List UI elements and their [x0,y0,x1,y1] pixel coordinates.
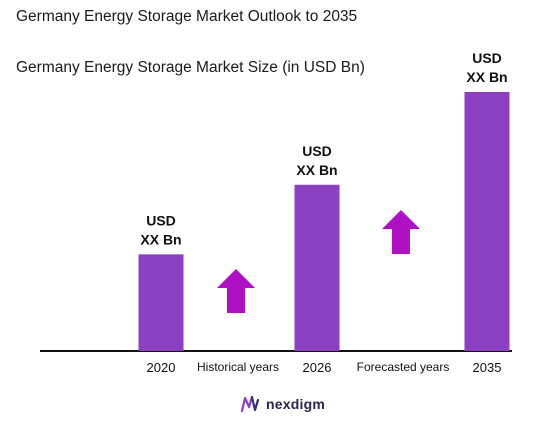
data-label-usd-2026: USD [302,143,332,159]
nexdigm-logo-icon [240,395,260,413]
x-tick-label-2020: 2020 [147,360,176,375]
bar-2020 [138,254,184,351]
chart-title: Germany Energy Storage Market Outlook to… [16,8,358,25]
period-label-historical: Historical years [197,360,279,374]
data-label-value-2026: XX Bn [296,162,337,178]
data-label-usd-2035: USD [472,50,502,66]
bar-2035 [464,92,510,351]
data-label-usd-2020: USD [146,212,176,228]
growth-arrow-up-icon-forecasted [382,210,420,254]
logo-text: nexdigm [266,396,325,412]
data-label-value-2035: XX Bn [466,69,507,85]
x-tick-label-2035: 2035 [473,360,502,375]
data-label-value-2020: XX Bn [140,231,181,247]
x-tick-label-2026: 2026 [303,360,332,375]
bar-2026 [294,184,340,351]
period-label-forecasted: Forecasted years [357,360,450,374]
growth-arrow-up-icon-historical [217,269,255,313]
chart-subtitle: Germany Energy Storage Market Size (in U… [16,59,365,76]
nexdigm-logo: nexdigm [240,392,325,416]
